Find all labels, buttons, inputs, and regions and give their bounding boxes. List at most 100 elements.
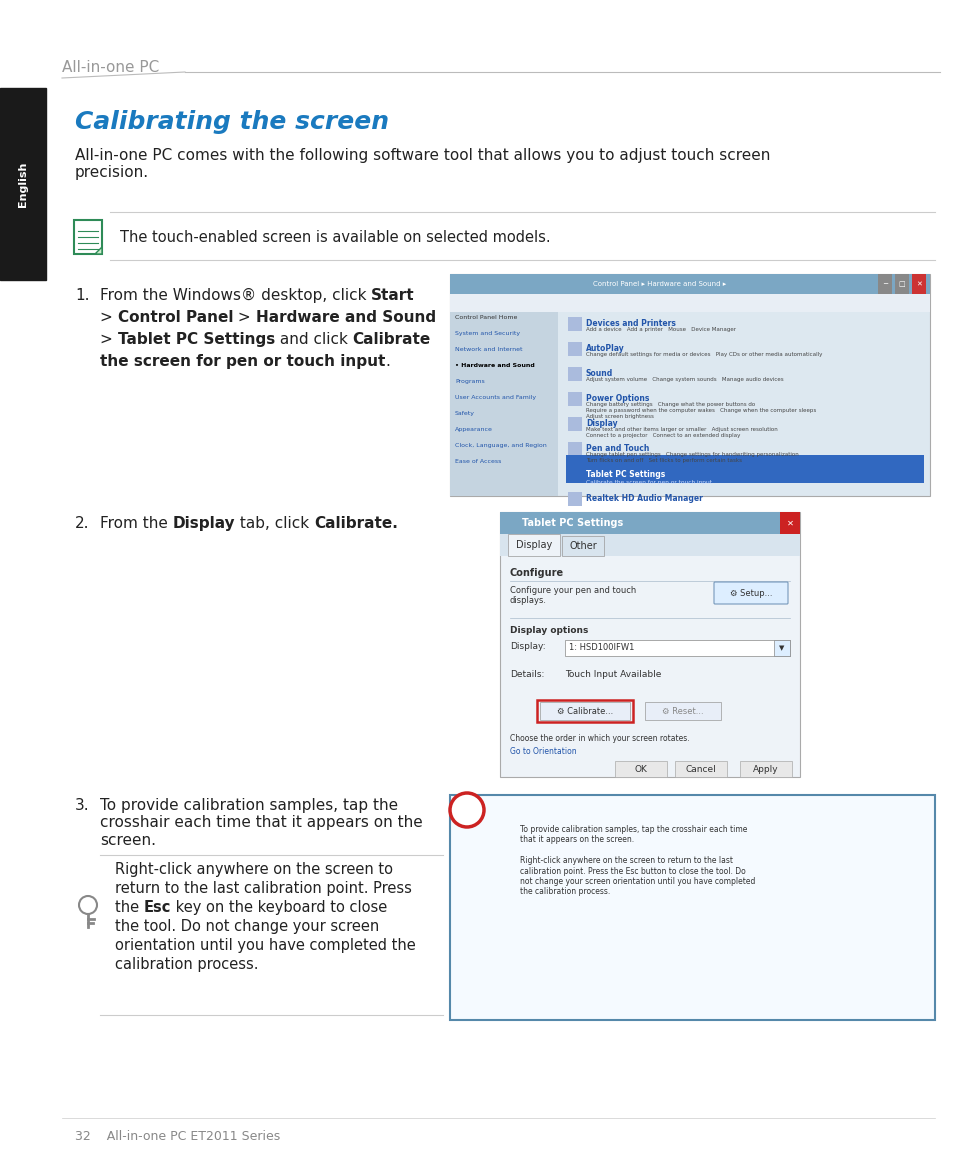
Text: Change tablet pen settings   Change settings for handwriting personalization
Tur: Change tablet pen settings Change settin…	[585, 452, 798, 463]
Bar	[911, 274, 925, 295]
Bar	[644, 702, 720, 720]
Text: Esc: Esc	[144, 900, 171, 915]
Text: OK: OK	[634, 765, 647, 774]
Text: and click: and click	[274, 331, 353, 346]
Text: Appearance: Appearance	[455, 427, 493, 432]
Bar	[567, 342, 581, 356]
Text: >: >	[233, 310, 255, 325]
Text: All-in-one PC: All-in-one PC	[62, 60, 159, 75]
Text: orientation until you have completed the: orientation until you have completed the	[115, 938, 416, 953]
Bar	[675, 761, 726, 777]
Bar	[450, 274, 929, 495]
Bar	[567, 316, 581, 331]
Text: Configure: Configure	[510, 568, 563, 578]
Text: Adjust system volume   Change system sounds   Manage audio devices: Adjust system volume Change system sound…	[585, 377, 782, 382]
FancyBboxPatch shape	[713, 582, 787, 604]
Text: 3.: 3.	[75, 798, 90, 813]
Bar	[499, 512, 800, 534]
Bar	[567, 467, 581, 480]
Text: From the Windows® desktop, click: From the Windows® desktop, click	[100, 288, 371, 303]
Bar	[567, 367, 581, 381]
Text: Programs: Programs	[455, 379, 484, 383]
Bar	[450, 274, 929, 295]
Text: Sound: Sound	[585, 368, 613, 378]
Bar	[877, 274, 891, 295]
Text: Display: Display	[172, 516, 235, 531]
Text: 1.: 1.	[75, 288, 90, 303]
Text: Change default settings for media or devices   Play CDs or other media automatic: Change default settings for media or dev…	[585, 352, 821, 357]
Text: Calibrate the screen for pen or touch input: Calibrate the screen for pen or touch in…	[585, 480, 711, 485]
Bar	[564, 640, 789, 656]
Text: key on the keyboard to close: key on the keyboard to close	[171, 900, 387, 915]
Bar	[499, 534, 800, 556]
Text: Pen and Touch: Pen and Touch	[585, 444, 649, 453]
Text: ─: ─	[882, 281, 886, 286]
Bar	[450, 795, 934, 1020]
Text: Apply: Apply	[753, 765, 778, 774]
Text: User Accounts and Family: User Accounts and Family	[455, 395, 536, 400]
Text: Go to Orientation: Go to Orientation	[510, 747, 576, 757]
Text: ⚙ Reset...: ⚙ Reset...	[661, 707, 703, 715]
Bar	[567, 417, 581, 431]
Text: Details:: Details:	[510, 670, 544, 679]
Text: the screen for pen or touch input: the screen for pen or touch input	[100, 353, 385, 368]
Text: Clock, Language, and Region: Clock, Language, and Region	[455, 444, 546, 448]
Circle shape	[450, 793, 483, 827]
Text: From the: From the	[100, 516, 172, 531]
Text: To provide calibration samples, tap the
crosshair each time that it appears on t: To provide calibration samples, tap the …	[100, 798, 422, 848]
Text: Devices and Printers: Devices and Printers	[585, 319, 675, 328]
Text: Other: Other	[569, 541, 597, 551]
Bar	[567, 492, 581, 506]
Text: >: >	[100, 310, 117, 325]
Text: return to the last calibration point. Press: return to the last calibration point. Pr…	[115, 881, 412, 896]
Bar	[615, 761, 666, 777]
Polygon shape	[95, 247, 102, 254]
Text: Configure your pen and touch
displays.: Configure your pen and touch displays.	[510, 586, 636, 605]
Text: ✕: ✕	[915, 281, 921, 286]
Text: To provide calibration samples, tap the crosshair each time
that it appears on t: To provide calibration samples, tap the …	[519, 825, 755, 896]
Text: System and Security: System and Security	[455, 331, 519, 336]
Text: ⚙ Setup...: ⚙ Setup...	[729, 589, 771, 597]
Text: ✕: ✕	[785, 519, 793, 528]
Bar	[74, 219, 102, 254]
Text: Touch Input Available: Touch Input Available	[564, 670, 660, 679]
Text: Realtek HD Audio Manager: Realtek HD Audio Manager	[585, 494, 702, 502]
Text: 32    All-in-one PC ET2011 Series: 32 All-in-one PC ET2011 Series	[75, 1130, 280, 1143]
Text: Start: Start	[371, 288, 415, 303]
Text: Cancel: Cancel	[685, 765, 716, 774]
Bar	[567, 392, 581, 407]
Text: Tablet PC Settings: Tablet PC Settings	[521, 517, 622, 528]
Text: Display: Display	[516, 541, 552, 550]
Text: Tablet PC Settings: Tablet PC Settings	[117, 331, 274, 346]
Bar	[499, 512, 800, 777]
Text: Calibrate.: Calibrate.	[314, 516, 397, 531]
Text: Change battery settings   Change what the power buttons do
Require a password wh: Change battery settings Change what the …	[585, 402, 816, 418]
Text: English: English	[18, 162, 28, 207]
Bar	[894, 274, 908, 295]
Text: .: .	[385, 353, 390, 368]
Text: The touch-enabled screen is available on selected models.: The touch-enabled screen is available on…	[120, 231, 550, 246]
Text: ▼: ▼	[779, 644, 784, 651]
Text: Add a device   Add a printer   Mouse   Device Manager: Add a device Add a printer Mouse Device …	[585, 327, 735, 331]
Circle shape	[79, 896, 97, 914]
Text: Calibrating the screen: Calibrating the screen	[75, 110, 389, 134]
Text: the tool. Do not change your screen: the tool. Do not change your screen	[115, 919, 379, 934]
Bar	[537, 700, 633, 722]
Text: Choose the order in which your screen rotates.: Choose the order in which your screen ro…	[510, 733, 689, 743]
Text: Display options: Display options	[510, 626, 588, 635]
Bar	[561, 536, 603, 556]
Text: tab, click: tab, click	[235, 516, 314, 531]
Text: Display:: Display:	[510, 642, 545, 651]
Text: Network and Internet: Network and Internet	[455, 346, 522, 352]
Bar	[740, 761, 791, 777]
Text: Tablet PC Settings: Tablet PC Settings	[585, 470, 664, 479]
Text: 1: HSD100IFW1: 1: HSD100IFW1	[568, 643, 634, 653]
Text: All-in-one PC comes with the following software tool that allows you to adjust t: All-in-one PC comes with the following s…	[75, 148, 770, 180]
Text: Control Panel: Control Panel	[117, 310, 233, 325]
Bar	[565, 455, 923, 483]
Text: >: >	[100, 331, 117, 346]
Bar	[780, 512, 800, 534]
Text: ⚙ Calibrate...: ⚙ Calibrate...	[557, 707, 613, 715]
Bar	[507, 534, 559, 556]
Text: Display: Display	[585, 419, 617, 429]
